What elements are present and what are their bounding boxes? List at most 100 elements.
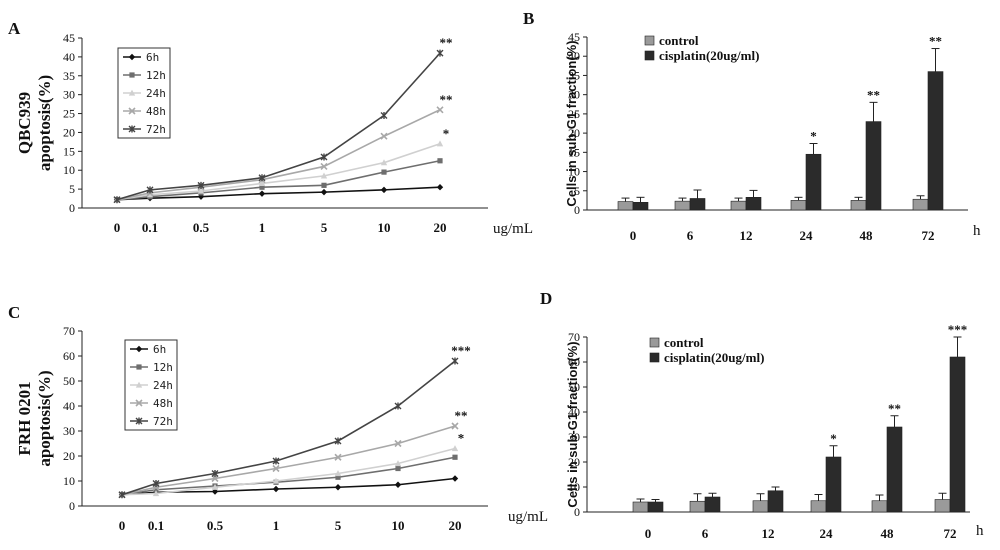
panel-B-bar-control-6 xyxy=(674,200,691,211)
panel-A-series-12h-point xyxy=(259,184,265,190)
panel-B-ytick-label: 25 xyxy=(568,107,580,121)
panel-B-bar-control-0 xyxy=(617,201,634,211)
panel-C-series-24h-point xyxy=(272,477,280,484)
panel-A-ytick-label: 15 xyxy=(63,144,75,158)
panel-C-ytick-label: 20 xyxy=(63,449,75,463)
panel-D-bar-cisplatin(20ug/ml)-48 xyxy=(886,426,903,513)
panel-A-significance-label: ** xyxy=(440,92,453,107)
panel-D-xtick-label: 6 xyxy=(702,526,709,541)
panel-C-series-12h-point xyxy=(452,454,458,460)
panel-A-series-6h-point xyxy=(436,184,444,191)
panel-D-letter: D xyxy=(540,289,552,308)
panel-A-series-24h-point xyxy=(146,191,154,198)
panel-B-significance-label: * xyxy=(810,128,817,143)
panel-B-significance-label: ** xyxy=(867,87,880,102)
panel-A-legend-swatch-marker xyxy=(128,53,136,61)
panel-D-xtick-label: 0 xyxy=(645,526,652,541)
panel-D-legend-label: control xyxy=(664,335,704,350)
panel-A-series-72h-point xyxy=(113,196,121,204)
panel-C-series-6h-point xyxy=(272,485,280,493)
panel-C-series-6h-point xyxy=(334,484,342,491)
panel-A-series-48h-point xyxy=(320,162,328,171)
panel-A-significance-label: ** xyxy=(440,35,453,50)
panel-B-legend-swatch xyxy=(644,35,655,46)
panel-B-bar-cisplatin(20ug/ml)-0 xyxy=(632,202,649,211)
panel-B-ytick-label: 40 xyxy=(568,49,580,63)
panel-A-legend-swatch-marker xyxy=(128,89,136,96)
panel-A-ytick-label: 0 xyxy=(69,201,75,215)
panel-D-bar-control-48 xyxy=(871,500,888,513)
panel-A-series-12h-point xyxy=(381,169,387,175)
panel-A-series-6h-point xyxy=(258,190,266,197)
panel-A-series-24h-point xyxy=(380,159,388,166)
panel-D-ytick-label: 60 xyxy=(568,355,580,369)
panel-D-legend-label: cisplatin(20ug/ml) xyxy=(664,350,764,365)
panel-B-xtick-label: 6 xyxy=(687,228,694,243)
panel-D-xtick-label: 72 xyxy=(944,526,957,541)
panel-D-bar-control-12 xyxy=(752,500,769,513)
panel-A-series-72h-point xyxy=(380,111,388,119)
panel-B-ytick-label: 45 xyxy=(568,30,580,44)
panel-B-bar-cisplatin(20ug/ml)-24 xyxy=(805,153,822,211)
panel-A-ytick-label: 25 xyxy=(63,107,75,121)
panel-A-series-24h-point xyxy=(258,180,266,187)
panel-C-ytick-label: 60 xyxy=(63,349,75,363)
panel-A-series-12h-point xyxy=(437,158,443,164)
panel-B-bar-control-24 xyxy=(790,200,807,211)
panel-A-x-unit: ug/mL xyxy=(493,221,533,237)
panel-B-bar-control-48 xyxy=(850,200,867,211)
panel-C-series-72h-point xyxy=(211,470,219,477)
panel-C-series-24h-point xyxy=(211,483,219,490)
panel-B-ylabel: Cells in sub-G1 fraction(%) xyxy=(564,40,579,206)
panel-C-series-48h-point xyxy=(451,422,459,430)
panel-C-xtick-label: 0.1 xyxy=(148,518,164,533)
panel-A-series-72h-point xyxy=(436,49,444,57)
panel-C-xtick-label: 10 xyxy=(392,518,405,533)
panel-C-series-72h-point xyxy=(334,437,342,445)
panel-B-ytick-label: 5 xyxy=(574,184,580,198)
panel-B-ytick-label: 35 xyxy=(568,68,580,82)
panel-A-xtick-label: 5 xyxy=(321,220,328,235)
panel-C-x-unit: ug/mL xyxy=(508,509,548,525)
panel-D-x-unit: h xyxy=(976,523,984,539)
panel-A-legend-label: 72h xyxy=(146,123,166,136)
panel-C-series-24h-line xyxy=(121,447,456,496)
panel-C-significance-label: *** xyxy=(451,343,471,358)
panel-C-series-12h-point xyxy=(153,487,159,493)
panel-C-ytick-label: 0 xyxy=(69,499,75,513)
panel-B-bar-control-72 xyxy=(912,198,929,211)
panel-C-legend-swatch-marker xyxy=(135,417,143,425)
panel-C-legend-label: 6h xyxy=(153,343,166,356)
panel-D-bar-cisplatin(20ug/ml)-12 xyxy=(767,490,784,513)
panel-C-series-72h-point xyxy=(152,480,160,487)
panel-A-ytick-label: 30 xyxy=(63,88,75,102)
panel-B-xtick-label: 72 xyxy=(922,228,935,243)
panel-B-bar-control-12 xyxy=(730,200,747,211)
panel-C-legend-swatch-marker xyxy=(135,399,143,407)
panel-C-legend-label: 24h xyxy=(153,379,173,392)
panel-B-legend-label: cisplatin(20ug/ml) xyxy=(659,48,759,63)
panel-B-ytick-label: 0 xyxy=(574,203,580,217)
panel-A-ytick-label: 35 xyxy=(63,69,75,83)
panel-A-series-72h-point xyxy=(320,153,328,161)
panel-C-series-72h-point xyxy=(118,491,126,499)
panel-C-series-24h-point xyxy=(152,490,160,497)
panel-A-legend-label: 6h xyxy=(146,51,159,64)
panel-B-bar-cisplatin(20ug/ml)-6 xyxy=(689,198,706,211)
panel-D-bar-control-6 xyxy=(689,500,706,513)
panel-A-legend-swatch-marker xyxy=(128,107,136,115)
panel-D-ytick-label: 30 xyxy=(568,430,580,444)
panel-D-bar-cisplatin(20ug/ml)-6 xyxy=(704,496,721,513)
panel-C-series-6h-point xyxy=(211,488,219,495)
panel-C-ylabel-line2: apoptosis(%) xyxy=(35,370,54,466)
panel-D-legend-swatch xyxy=(649,352,660,363)
panel-C-series-48h-point xyxy=(272,464,280,473)
panel-B-letter: B xyxy=(523,9,534,28)
panel-A-series-12h-point xyxy=(321,182,327,188)
panel-B-bar-cisplatin(20ug/ml)-12 xyxy=(745,197,762,211)
panel-C-legend-swatch-marker xyxy=(135,345,143,353)
panel-D-significance-label: * xyxy=(830,431,837,446)
panel-B-ytick-label: 15 xyxy=(568,145,580,159)
panel-C-series-24h-point xyxy=(334,470,342,477)
